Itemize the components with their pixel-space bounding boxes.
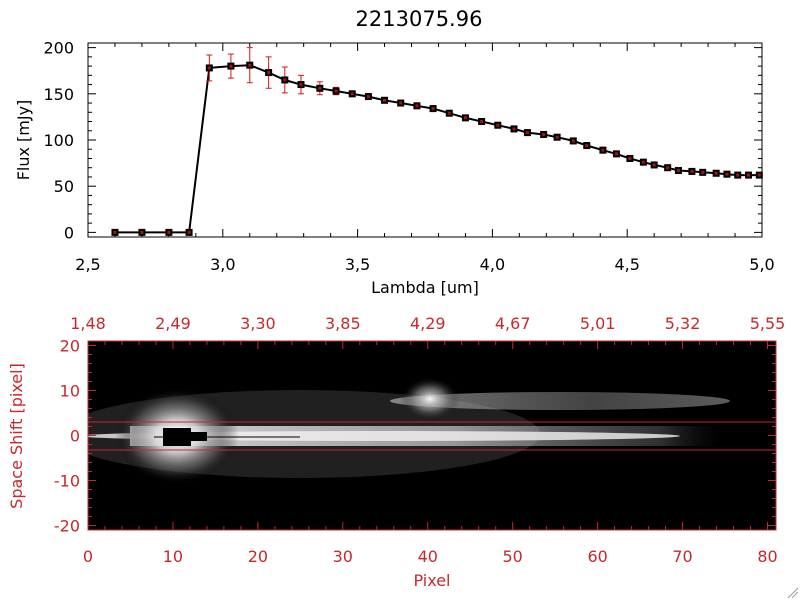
data-point-center	[267, 71, 271, 75]
data-point-center	[350, 92, 354, 96]
top-x-tick-label: 3,0	[210, 255, 235, 274]
data-point-center	[283, 78, 287, 82]
image-top-tick-label: 2,49	[155, 314, 191, 333]
image-top-tick-label: 5,01	[580, 314, 616, 333]
image-top-tick-label: 4,29	[410, 314, 446, 333]
top-x-tick-label: 3,5	[345, 255, 370, 274]
top-y-tick-label: 200	[43, 39, 74, 58]
data-point-center	[614, 152, 618, 156]
data-point-center	[415, 104, 419, 108]
data-point-center	[187, 230, 191, 234]
data-point-center	[542, 132, 546, 136]
data-point-center	[248, 63, 252, 67]
image-x-tick-label: 20	[248, 547, 268, 566]
image-x-tick-label: 80	[757, 547, 777, 566]
data-point-center	[383, 98, 387, 102]
image-x-tick-label: 70	[672, 547, 692, 566]
image-y-tick-label: -10	[54, 472, 80, 491]
top-x-tick-label: 2,5	[75, 255, 100, 274]
image-x-tick-label: 60	[587, 547, 607, 566]
data-point-center	[571, 139, 575, 143]
top-y-axis-label: Flux [mJy]	[14, 100, 33, 181]
data-point-center	[463, 116, 467, 120]
data-point-center	[113, 230, 117, 234]
image-x-tick-label: 0	[83, 547, 93, 566]
data-point-center	[525, 131, 529, 135]
flux-line	[115, 64, 760, 234]
image-y-tick-label: -20	[54, 517, 80, 536]
top-plot-series	[111, 47, 763, 236]
data-point-center	[628, 156, 632, 160]
data-point-center	[676, 168, 680, 172]
image-y-tick-label: 20	[60, 337, 80, 356]
data-point-center	[480, 120, 484, 124]
image-y-axis-label: Space Shift [pixel]	[7, 363, 26, 509]
image-top-tick-label: 1,48	[70, 314, 106, 333]
data-point-center	[318, 86, 322, 90]
data-point-center	[229, 64, 233, 68]
data-point-center	[714, 171, 718, 175]
data-point-center	[747, 173, 751, 177]
data-point-center	[496, 123, 500, 127]
top-plot-frame	[87, 42, 763, 238]
data-point-center	[641, 160, 645, 164]
data-point-center	[601, 148, 605, 152]
image-top-tick-label: 4,67	[495, 314, 531, 333]
top-plot-ticks: 2,5 3,0 3,5 4,0 4,5 5,0 0 50 100 150 200	[43, 39, 774, 274]
top-y-tick-label: 0	[64, 223, 74, 242]
upper-streak	[390, 392, 730, 410]
chart-title: 2213075.96	[356, 7, 483, 31]
image-ticks: 0 1,48 10 2,49 20 3,30 30 3,85 40 4,29 50 4,67 60 5,0…	[54, 314, 785, 566]
image-top-tick-label: 3,85	[325, 314, 361, 333]
data-point-center	[334, 89, 338, 93]
data-point-center	[652, 163, 656, 167]
data-point-center	[299, 83, 303, 87]
image-top-tick-label: 5,32	[665, 314, 701, 333]
data-point-center	[555, 135, 559, 139]
image-y-tick-label: 10	[60, 382, 80, 401]
data-point-center	[431, 107, 435, 111]
data-point-center	[666, 166, 670, 170]
top-x-axis-label: Lambda [um]	[371, 278, 479, 297]
image-y-tick-label: 0	[70, 427, 80, 446]
top-y-tick-label: 100	[43, 131, 74, 150]
top-y-tick-label: 150	[43, 85, 74, 104]
data-point-center	[366, 95, 370, 99]
data-point-center	[140, 230, 144, 234]
data-point-center	[725, 172, 729, 176]
top-x-tick-label: 5,0	[749, 255, 774, 274]
secondary-blob	[400, 377, 460, 421]
top-y-tick-label: 50	[54, 177, 74, 196]
image-x-tick-label: 40	[418, 547, 438, 566]
data-point-center	[399, 101, 403, 105]
image-x-tick-label: 30	[333, 547, 353, 566]
data-point-center	[207, 66, 211, 70]
data-point-center	[512, 127, 516, 131]
data-point-center	[736, 173, 740, 177]
top-x-tick-label: 4,0	[480, 255, 505, 274]
image-top-tick-label: 5,55	[750, 314, 786, 333]
image-x-tick-label: 50	[503, 547, 523, 566]
data-point-center	[447, 111, 451, 115]
data-point-center	[701, 170, 705, 174]
image-top-tick-label: 3,30	[240, 314, 276, 333]
data-point-center	[167, 230, 171, 234]
top-x-tick-label: 4,5	[614, 255, 639, 274]
data-point-center	[690, 169, 694, 173]
resize-grip[interactable]	[787, 587, 799, 599]
data-point-center	[585, 144, 589, 148]
image-x-axis-label: Pixel	[413, 571, 450, 590]
image-x-tick-label: 10	[163, 547, 183, 566]
data-point-center	[757, 173, 761, 177]
spectral-image	[88, 341, 776, 530]
